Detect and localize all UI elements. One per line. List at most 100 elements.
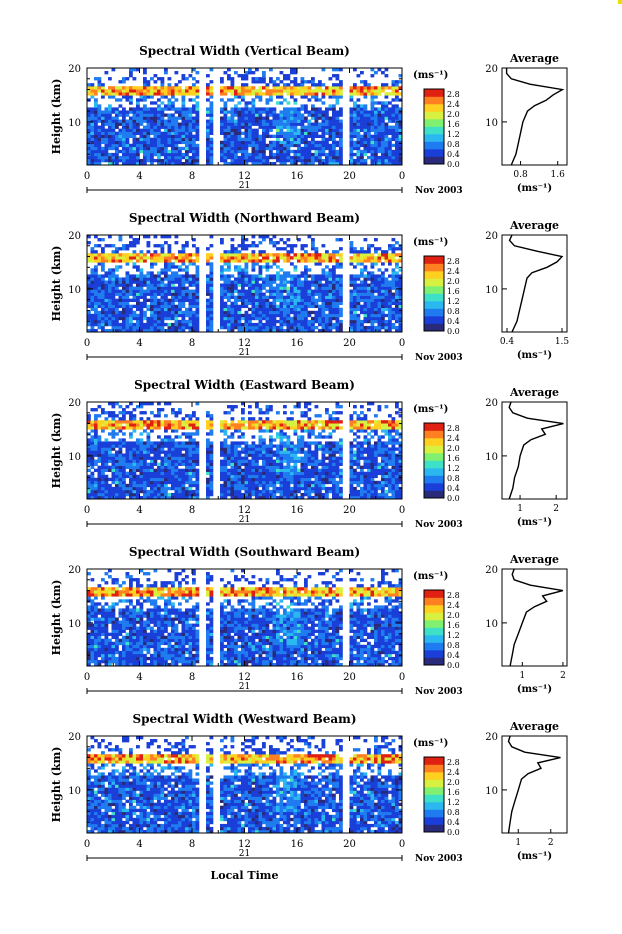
heatmap-cell: [266, 113, 270, 116]
heatmap-cell: [297, 299, 301, 302]
heatmap-cell: [224, 141, 228, 144]
heatmap-cell: [133, 293, 137, 296]
heatmap-cell: [262, 287, 266, 290]
heatmap-cell: [301, 159, 305, 162]
heatmap-cell: [154, 153, 158, 156]
heatmap-cell: [234, 86, 238, 89]
heatmap-cell: [311, 138, 315, 141]
heatmap-cell: [241, 323, 245, 326]
heatmap-cell: [339, 323, 343, 326]
heatmap-cell: [255, 95, 259, 98]
colorbar-tick-label: 0.0: [447, 160, 460, 169]
heatmap-cell: [392, 117, 396, 120]
heatmap-cell: [108, 104, 112, 107]
heatmap-cell: [248, 92, 252, 95]
heatmap-cell: [105, 147, 109, 150]
heatmap-cell: [259, 117, 263, 120]
heatmap-cell: [157, 490, 161, 493]
heatmap-cell: [98, 120, 102, 123]
heatmap-cell: [119, 92, 123, 95]
heatmap-cell: [126, 308, 130, 311]
heatmap-cell: [210, 141, 214, 144]
heatmap-cell: [192, 150, 196, 153]
heatmap-cell: [360, 89, 364, 92]
heatmap-cell: [353, 287, 357, 290]
heatmap-cell: [154, 120, 158, 123]
heatmap-cell: [238, 244, 242, 247]
heatmap-cell: [227, 277, 231, 280]
heatmap-cell: [259, 253, 263, 256]
heatmap-cell: [364, 132, 368, 135]
heatmap-cell: [171, 92, 175, 95]
heatmap-cell: [262, 141, 266, 144]
heatmap-cell: [105, 141, 109, 144]
heatmap-cell: [91, 280, 95, 283]
heatmap-cell: [381, 159, 385, 162]
heatmap-cell: [108, 420, 112, 423]
heatmap-cell: [175, 481, 179, 484]
heatmap-cell: [168, 302, 172, 305]
heatmap-cell: [178, 323, 182, 326]
heatmap-cell: [371, 314, 375, 317]
heatmap-cell: [329, 120, 333, 123]
heatmap-cell: [171, 317, 175, 320]
heatmap-cell: [122, 287, 126, 290]
heatmap-cell: [189, 314, 193, 317]
heatmap-cell: [175, 429, 179, 432]
heatmap-cell: [143, 110, 147, 113]
heatmap-cell: [157, 320, 161, 323]
heatmap-cell: [395, 265, 399, 268]
heatmap-cell: [185, 132, 189, 135]
heatmap-cell: [150, 144, 154, 147]
heatmap-cell: [136, 484, 140, 487]
heatmap-cell: [133, 451, 137, 454]
heatmap-cell: [161, 89, 165, 92]
heatmap-cell: [164, 144, 168, 147]
heatmap-cell: [140, 426, 144, 429]
heatmap-cell: [269, 110, 273, 113]
heatmap-cell: [143, 296, 147, 299]
heatmap-cell: [206, 299, 210, 302]
heatmap-cell: [234, 126, 238, 129]
heatmap-cell: [147, 447, 151, 450]
heatmap-cell: [112, 153, 116, 156]
heatmap-cell: [367, 274, 371, 277]
heatmap-cell: [133, 265, 137, 268]
heatmap-cell: [395, 132, 399, 135]
heatmap-cell: [378, 89, 382, 92]
heatmap-cell: [353, 302, 357, 305]
heatmap-cell: [353, 293, 357, 296]
heatmap-cell: [101, 296, 105, 299]
heatmap-cell: [115, 123, 119, 126]
heatmap-cell: [112, 429, 116, 432]
heatmap-cell: [276, 101, 280, 104]
heatmap-cell: [322, 323, 326, 326]
heatmap-cell: [325, 132, 329, 135]
heatmap-cell: [206, 481, 210, 484]
heatmap-cell: [164, 113, 168, 116]
heatmap-cell: [101, 141, 105, 144]
heatmap-cell: [287, 77, 291, 80]
heatmap-cell: [196, 153, 200, 156]
heatmap-cell: [294, 138, 298, 141]
heatmap-cell: [133, 299, 137, 302]
heatmap-cell: [276, 141, 280, 144]
heatmap-cell: [325, 153, 329, 156]
heatmap-cell: [196, 80, 200, 83]
heatmap-cell: [206, 135, 210, 138]
heatmap-cell: [325, 107, 329, 110]
heatmap-cell: [364, 284, 368, 287]
heatmap-cell: [140, 259, 144, 262]
heatmap-cell: [147, 156, 151, 159]
heatmap-cell: [360, 150, 364, 153]
day-label: 21: [239, 348, 250, 358]
heatmap-cell: [245, 153, 249, 156]
heatmap-cell: [273, 153, 277, 156]
heatmap-cell: [248, 156, 252, 159]
heatmap-cell: [119, 484, 123, 487]
heatmap-cell: [224, 159, 228, 162]
heatmap-cell: [192, 493, 196, 496]
heatmap-cell: [133, 481, 137, 484]
heatmap-cell: [234, 308, 238, 311]
heatmap-cell: [147, 241, 151, 244]
